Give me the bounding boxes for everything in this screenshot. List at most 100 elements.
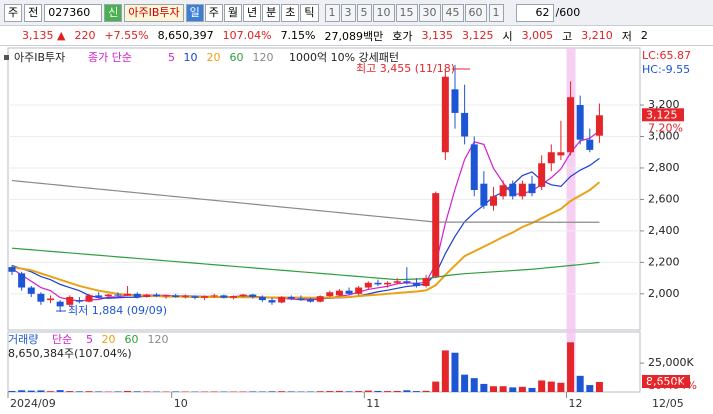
volume-bar [124, 390, 132, 392]
volume-bar [567, 342, 575, 392]
candle-body [480, 183, 488, 206]
ma-line [11, 179, 600, 223]
legend-entry: 60 [230, 51, 244, 64]
legend-entry: 120 [253, 51, 274, 64]
x-tick-label: 10 [174, 397, 188, 410]
volume-bar [595, 382, 603, 392]
period[interactable]: 년 [243, 3, 262, 22]
bid: 3,125 [462, 29, 494, 42]
candle-body [490, 196, 497, 206]
volume-bar [66, 391, 74, 392]
rate: +7.55% [104, 29, 149, 42]
interval[interactable]: 60 [464, 3, 487, 22]
y-tick-label: 2,200 [648, 255, 680, 268]
candle-body [557, 152, 565, 156]
interval[interactable]: 3 [340, 3, 356, 22]
period[interactable]: 분 [262, 3, 281, 22]
code[interactable]: 027360 [44, 3, 103, 22]
interval[interactable]: 30 [418, 3, 441, 22]
volume-bar [326, 391, 334, 392]
volume-bar [316, 391, 324, 392]
volume-bar [461, 374, 469, 392]
interval[interactable]: 10 [372, 3, 395, 22]
volume-bar [133, 391, 141, 392]
volume-ratio: 107.04% [222, 29, 272, 42]
volume-bar [403, 390, 411, 392]
candle-body [95, 295, 103, 297]
volume-bar [509, 387, 517, 392]
period[interactable]: 월 [223, 3, 243, 22]
bid-label: 호가 [392, 29, 413, 43]
unit[interactable]: 1 [488, 3, 504, 22]
volume-frame [7, 331, 641, 393]
candle-body [364, 282, 372, 288]
volume-bar [143, 391, 151, 392]
interval[interactable]: 15 [395, 3, 418, 22]
candle-body [441, 76, 449, 153]
cursor-band [566, 48, 576, 392]
candle-body [191, 296, 199, 298]
open: 3,005 [521, 29, 554, 42]
volume-title: 거래량 [8, 333, 38, 346]
volume-bar [56, 390, 64, 392]
candle-body [345, 290, 353, 294]
candle-body [422, 278, 430, 286]
volume-bar [345, 391, 353, 392]
volume-bar [374, 390, 382, 392]
candle-body [316, 296, 324, 302]
low-annotation: 최저 1,884 (09/09) [68, 304, 167, 317]
candle-body [85, 295, 93, 302]
volume-bar [8, 390, 16, 392]
candle-body [56, 301, 64, 307]
interval[interactable]: 5 [356, 3, 372, 22]
credit[interactable]: 신 [104, 3, 123, 22]
low: 2 [640, 29, 648, 42]
market[interactable]: 주 [4, 3, 23, 22]
candle-body [18, 273, 26, 288]
legend-entry: 5 [86, 333, 93, 346]
interval[interactable]: 45 [441, 3, 464, 22]
volume-bar [412, 391, 420, 392]
change: 220 [74, 29, 96, 42]
legend-icon [4, 55, 9, 60]
high: 3,210 [581, 29, 613, 42]
volume-bar [18, 390, 26, 392]
legend-text: 1000억 10% 강세패턴 [289, 51, 399, 64]
volume-bar [557, 382, 565, 392]
candle-body [326, 292, 334, 297]
count[interactable]: 62 [515, 3, 554, 22]
legend-entry: 10 [184, 51, 198, 64]
y-tick-label: 2,800 [648, 161, 680, 174]
code-type[interactable]: 전 [24, 3, 43, 22]
volume-bar [307, 391, 315, 392]
volume-bar [576, 375, 584, 392]
ask: 3,135 [421, 29, 454, 42]
stock-name: 아주IB투자 [124, 3, 184, 22]
ma-line [11, 247, 600, 281]
price-frame [7, 47, 641, 331]
candle-body [258, 296, 266, 301]
candle-body [432, 193, 440, 277]
period[interactable]: 일 [185, 3, 204, 22]
period[interactable]: 틱 [300, 3, 319, 22]
volume-bar [432, 381, 440, 392]
period[interactable]: 주 [204, 3, 223, 22]
period[interactable]: 초 [281, 3, 300, 22]
volume: 8,650,397 [157, 29, 214, 42]
candle-body [27, 287, 35, 294]
legend-entry: 20 [102, 333, 116, 346]
volume-bar [27, 390, 35, 392]
volume-bar [75, 391, 83, 392]
volume-bar [85, 391, 93, 392]
candle-body [268, 300, 276, 303]
y-tick-label: 2,000 [648, 287, 680, 300]
interval[interactable]: 1 [324, 3, 340, 22]
candle-body [335, 290, 343, 296]
candle-body [249, 294, 257, 297]
volume-bar [547, 381, 555, 392]
volume-ma-label: 단순 [52, 333, 72, 346]
candle-body [595, 115, 603, 136]
candle-body [547, 152, 555, 164]
volume-bar [172, 391, 180, 392]
